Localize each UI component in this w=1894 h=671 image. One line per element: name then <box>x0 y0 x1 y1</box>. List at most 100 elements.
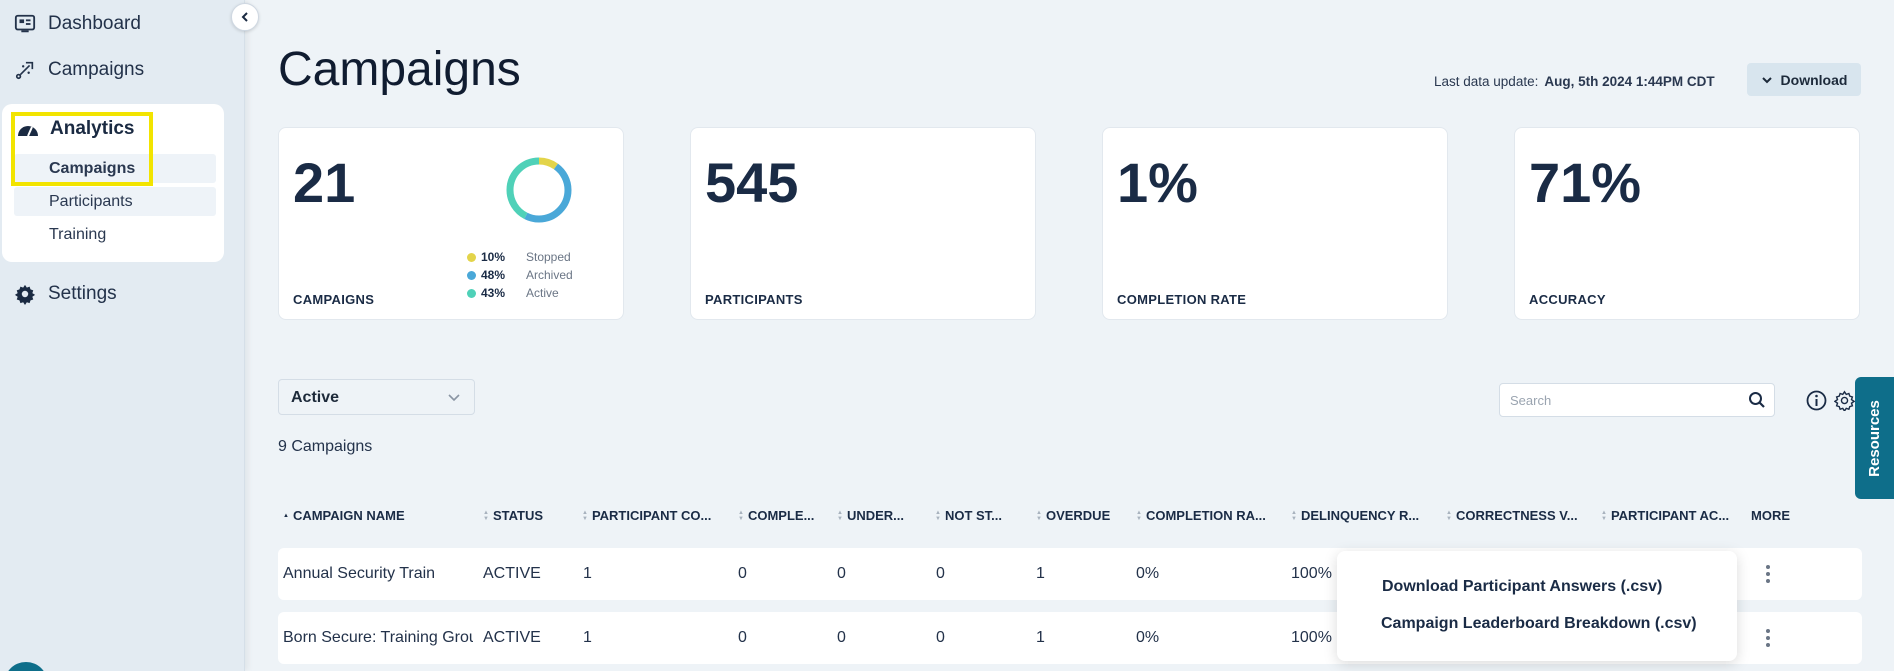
sort-icon: ▲ ▼ <box>1446 509 1452 522</box>
column-header-label: CAMPAIGN NAME <box>292 508 405 523</box>
status-filter-select[interactable]: Active <box>278 379 475 415</box>
column-header-underway[interactable]: ▲ ▼ UNDER... <box>837 508 904 523</box>
kebab-menu-icon <box>1766 629 1770 647</box>
sidebar-item-campaigns[interactable]: Campaigns <box>14 59 144 81</box>
sort-icon: ▲ ▼ <box>738 509 744 522</box>
status-filter-value: Active <box>291 389 340 406</box>
cell-status: ACTIVE <box>483 629 541 646</box>
legend-item-archived: 48% Archived <box>467 266 573 284</box>
sidebar-item-label: Dashboard <box>48 13 141 34</box>
gear-icon <box>14 284 36 305</box>
column-header-label: COMPLE... <box>747 508 815 523</box>
last-update: Last data update: Aug, 5th 2024 1:44PM CD… <box>1434 74 1715 89</box>
menu-item-download-participant-answers[interactable]: Download Participant Answers (.csv) <box>1382 578 1663 595</box>
legend-pct: 48% <box>481 268 506 282</box>
column-header-label: UNDER... <box>846 508 905 523</box>
status-donut-chart <box>506 157 572 223</box>
chevron-down-icon <box>448 394 460 402</box>
column-header-not-started[interactable]: ▲ ▼ NOT ST... <box>935 508 1002 523</box>
column-header-label: MORE <box>1751 508 1790 523</box>
column-header-label: STATUS <box>492 508 544 523</box>
resources-label: Resources <box>1866 399 1883 477</box>
cell-campaign-name[interactable]: Born Secure: Training Group <box>283 629 473 646</box>
stat-value: 1% <box>1117 151 1198 214</box>
donut-legend: 10% Stopped 48% Archived 43% Active <box>467 248 573 302</box>
analytics-gauge-icon <box>18 126 38 137</box>
stat-label: CAMPAIGNS <box>293 292 375 307</box>
gear-icon[interactable] <box>1834 390 1855 411</box>
stat-label: COMPLETION RATE <box>1117 292 1247 307</box>
column-header-status[interactable]: ▲ ▼ STATUS <box>483 508 543 523</box>
column-header-completed[interactable]: ▲ ▼ COMPLE... <box>738 508 814 523</box>
info-icon[interactable] <box>1806 390 1827 411</box>
legend-name: Stopped <box>526 250 571 264</box>
kebab-menu-icon <box>1766 565 1770 583</box>
donut-segment-archived <box>506 157 572 223</box>
cell-campaign-name[interactable]: Annual Security Training <box>283 565 435 582</box>
campaign-count: 9 Campaigns <box>278 438 373 455</box>
more-options-button[interactable] <box>1758 624 1778 652</box>
column-header-label: DELINQUENCY R... <box>1300 508 1420 523</box>
sort-icon: ▲ ▼ <box>483 509 489 522</box>
stat-card-completion-rate: 1% COMPLETION RATE <box>1102 127 1448 320</box>
legend-dot <box>467 252 476 262</box>
analytics-section: Analytics Campaigns Participants Trainin… <box>2 104 224 262</box>
sort-icon: ▲ ▼ <box>1291 509 1297 522</box>
cell-participants: 1 <box>583 629 592 646</box>
dashboard-icon <box>14 14 36 33</box>
stat-card-accuracy: 71% ACCURACY <box>1514 127 1860 320</box>
column-header-label: PARTICIPANT AC... <box>1610 508 1730 523</box>
cell-completion-rate: 0% <box>1136 629 1160 646</box>
sidebar-item-settings[interactable]: Settings <box>14 283 117 305</box>
search-icon[interactable] <box>1748 391 1766 409</box>
column-header-overdue[interactable]: ▲ ▼ OVERDUE <box>1036 508 1110 523</box>
sidebar-subitem-participants[interactable]: Participants <box>14 187 216 216</box>
stat-label: PARTICIPANTS <box>705 292 803 307</box>
stat-label: ACCURACY <box>1529 292 1606 307</box>
resources-tab[interactable]: Resources <box>1855 377 1894 499</box>
sort-icon: ▲ ▼ <box>582 509 588 522</box>
cell-delinquency: 100% <box>1291 565 1332 582</box>
column-header-label: PARTICIPANT CO... <box>591 508 712 523</box>
stat-value: 545 <box>705 151 799 214</box>
sort-icon: ▲ ▼ <box>1601 509 1607 522</box>
last-update-label: Last data update: <box>1434 74 1539 89</box>
cell-completed: 0 <box>738 565 747 582</box>
legend-name: Active <box>526 286 559 300</box>
column-header-participant-count[interactable]: ▲ ▼ PARTICIPANT CO... <box>582 508 711 523</box>
cell-participants: 1 <box>583 565 592 582</box>
stat-value: 21 <box>293 151 356 214</box>
column-header-campaign-name[interactable]: ▲ CAMPAIGN NAME <box>283 508 405 523</box>
sidebar-item-analytics[interactable]: Analytics <box>16 118 134 140</box>
cell-completed: 0 <box>738 629 747 646</box>
legend-dot <box>467 288 476 298</box>
menu-item-campaign-leaderboard-breakdown[interactable]: Campaign Leaderboard Breakdown (.csv) <box>1381 615 1697 632</box>
more-options-button[interactable] <box>1758 560 1778 588</box>
avatar[interactable] <box>4 662 48 671</box>
column-header-participant-accuracy[interactable]: ▲ ▼ PARTICIPANT AC... <box>1601 508 1729 523</box>
cell-delinquency: 100% <box>1291 629 1332 646</box>
cell-not-started: 0 <box>936 629 945 646</box>
chevron-down-icon <box>1761 76 1772 83</box>
column-header-delinquency-rate[interactable]: ▲ ▼ DELINQUENCY R... <box>1291 508 1419 523</box>
sidebar-item-dashboard[interactable]: Dashboard <box>14 13 141 35</box>
legend-item-active: 43% Active <box>467 284 573 302</box>
last-update-value: Aug, 5th 2024 1:44PM CDT <box>1544 74 1715 89</box>
legend-name: Archived <box>526 268 573 282</box>
sort-icon: ▲ ▼ <box>837 509 843 522</box>
collapse-sidebar-button[interactable] <box>231 3 259 31</box>
stat-card-campaigns: 21 10% Stopped 48% Archived 43% Active CAMP… <box>278 127 624 320</box>
sort-icon: ▲ ▼ <box>935 509 941 522</box>
column-header-completion-rate[interactable]: ▲ ▼ COMPLETION RA... <box>1136 508 1266 523</box>
cell-overdue: 1 <box>1036 565 1045 582</box>
column-header-correctness[interactable]: ▲ ▼ CORRECTNESS V... <box>1446 508 1578 523</box>
download-button[interactable]: Download <box>1747 63 1861 96</box>
legend-dot <box>467 270 476 280</box>
sidebar-subitem-campaigns[interactable]: Campaigns <box>14 154 216 183</box>
sidebar-subitem-training[interactable]: Training <box>49 226 107 243</box>
cell-not-started: 0 <box>936 565 945 582</box>
column-header-label: OVERDUE <box>1045 508 1111 523</box>
sort-icon: ▲ ▼ <box>1036 509 1042 522</box>
stat-value: 71% <box>1529 151 1642 214</box>
search-input[interactable] <box>1500 384 1720 416</box>
